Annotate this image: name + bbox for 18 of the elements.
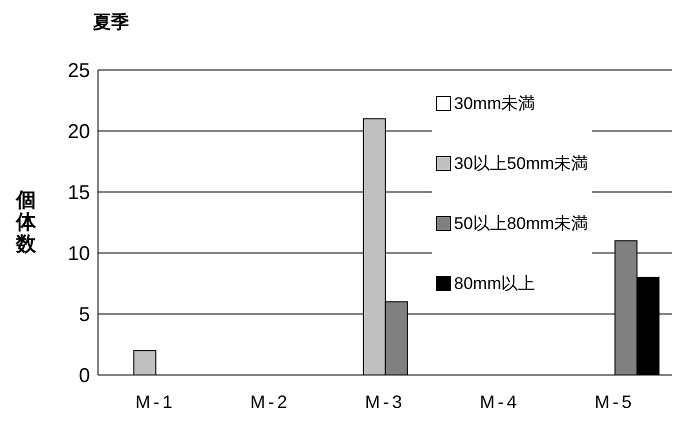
bar <box>133 350 156 375</box>
legend-label: 50以上80mm未満 <box>454 212 588 234</box>
legend-label: 30以上50mm未満 <box>454 152 588 174</box>
legend-label: 30mm未満 <box>454 92 536 114</box>
x-tick-label: M-5 <box>594 392 635 412</box>
y-tick-label: 20 <box>68 121 90 144</box>
y-tick-label: 10 <box>68 243 90 266</box>
y-tick-label: 5 <box>78 304 90 326</box>
y-tick-label: 25 <box>68 60 90 82</box>
legend-label: 80mm以上 <box>454 272 536 294</box>
y-tick-label: 15 <box>68 182 90 204</box>
x-tick-label: M-4 <box>480 392 520 412</box>
y-tick-label: 0 <box>78 365 90 388</box>
chart-title: 夏季 <box>93 11 129 34</box>
x-tick-label: M-3 <box>365 392 405 412</box>
x-tick-label: M-1 <box>135 392 176 412</box>
y-axis-title: 個体数 <box>15 190 37 256</box>
x-tick-label: M-2 <box>250 392 290 412</box>
